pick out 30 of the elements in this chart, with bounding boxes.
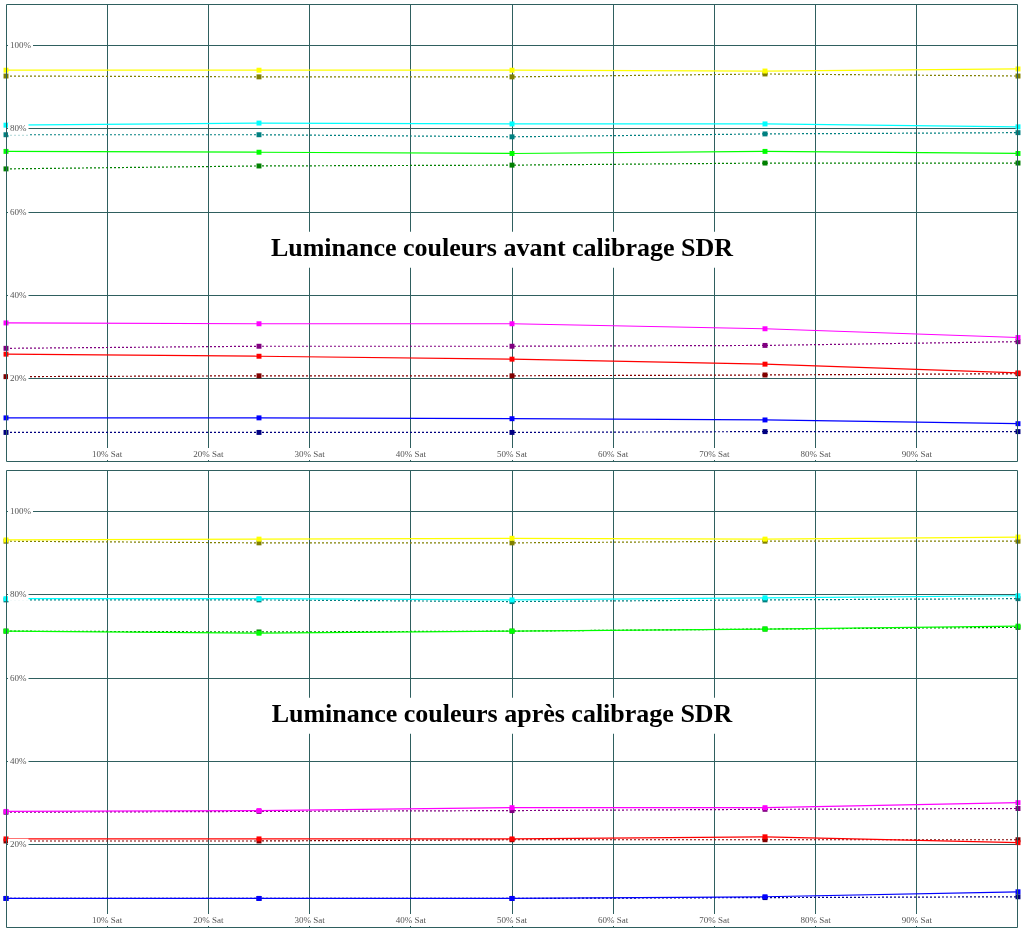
x-tick-label: 20% Sat <box>193 914 225 925</box>
y-tick-label: 60% <box>10 672 27 683</box>
x-tick-label: 30% Sat <box>294 914 326 925</box>
x-tick-label: 70% Sat <box>699 448 731 459</box>
text: Luminance couleurs avant calibrage SDR <box>270 233 734 263</box>
y-tick-label: 40% <box>10 289 27 300</box>
y-tick-label: 80% <box>10 123 27 134</box>
x-tick-label: 10% Sat <box>92 448 123 459</box>
x-tick-label: 50% Sat <box>496 914 528 925</box>
text: Luminance couleurs après calibrage SDR <box>271 699 733 729</box>
x-tick-label: 60% Sat <box>598 448 629 459</box>
x-tick-label: 30% Sat <box>294 448 326 459</box>
x-tick-label: 80% Sat <box>800 448 832 459</box>
y-tick-label: 60% <box>10 206 27 217</box>
x-tick-label: 50% Sat <box>496 448 528 459</box>
x-tick-label: 40% Sat <box>395 914 427 925</box>
x-tick-label: 40% Sat <box>395 448 427 459</box>
x-tick-label: 90% Sat <box>901 448 933 459</box>
x-tick-label: 70% Sat <box>699 914 731 925</box>
y-tick-label: 100% <box>10 40 32 50</box>
y-tick-label: 20% <box>10 373 27 384</box>
y-tick-label: 20% <box>10 839 27 850</box>
y-tick-label: 40% <box>10 755 27 766</box>
y-tick-label: 80% <box>10 589 27 600</box>
x-tick-label: 60% Sat <box>598 914 629 925</box>
x-tick-label: 80% Sat <box>800 914 832 925</box>
x-tick-label: 10% Sat <box>92 914 123 925</box>
y-tick-label: 100% <box>10 506 32 516</box>
x-tick-label: 90% Sat <box>901 914 933 925</box>
x-tick-label: 20% Sat <box>193 448 225 459</box>
